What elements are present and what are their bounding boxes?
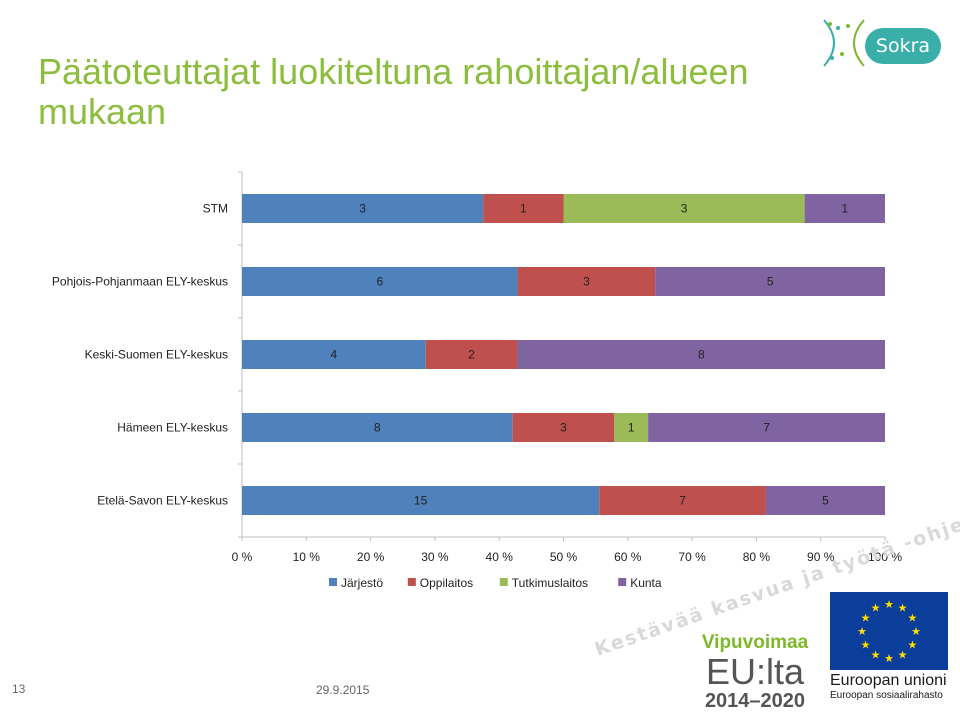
- eu-star-icon: ★: [898, 649, 908, 661]
- data-label: 3: [359, 202, 366, 216]
- sokra-logo-mark-icon: [823, 19, 865, 67]
- x-tick-label: 20 %: [357, 550, 385, 564]
- legend-label: Kunta: [630, 576, 662, 590]
- x-tick-label: 80 %: [743, 550, 771, 564]
- eu-star-icon: ★: [861, 613, 871, 625]
- eu-star-icon: ★: [871, 603, 881, 615]
- data-label: 1: [841, 202, 848, 216]
- legend-label: Tutkimuslaitos: [512, 576, 588, 590]
- legend-swatch: [407, 578, 416, 586]
- eu-star-icon: ★: [857, 626, 867, 638]
- bar-segment: [614, 413, 649, 442]
- data-label: 4: [331, 348, 338, 362]
- eu-name: Euroopan unioni: [830, 672, 947, 689]
- x-tick-label: 70 %: [678, 550, 706, 564]
- x-tick-label: 40 %: [486, 550, 514, 564]
- data-label: 3: [560, 421, 567, 435]
- eu-star-icon: ★: [871, 649, 881, 661]
- x-tick-label: 90 %: [807, 550, 835, 564]
- bar-segment: [599, 486, 766, 515]
- bar-segment: [483, 194, 564, 223]
- vipuvoimaa-name: Vipuvoimaa: [701, 632, 809, 653]
- bar-segment: [563, 194, 805, 223]
- x-tick-label: 50 %: [550, 550, 578, 564]
- data-label: 8: [698, 348, 705, 362]
- vipuvoimaa-logo: Vipuvoimaa EU:lta 2014–2020: [700, 632, 810, 713]
- data-label: 3: [583, 275, 590, 289]
- sokra-logo: Sokra: [818, 14, 948, 72]
- bar-segment: [242, 486, 600, 515]
- bar-segment: [425, 340, 518, 369]
- data-label: 7: [679, 494, 686, 508]
- legend-label: Oppilaitos: [420, 576, 473, 590]
- data-label: 8: [374, 421, 381, 435]
- data-label: 5: [822, 494, 829, 508]
- x-tick-label: 0 %: [232, 550, 253, 564]
- eu-fund-name: Euroopan sosiaalirahasto: [830, 690, 943, 701]
- eu-star-icon: ★: [907, 640, 917, 652]
- vipuvoimaa-years: 2014–2020: [704, 690, 806, 712]
- eu-star-icon: ★: [884, 653, 894, 665]
- sokra-logo-text: Sokra: [865, 28, 941, 64]
- x-tick-label: 100 %: [868, 550, 902, 564]
- bar-segment: [242, 340, 426, 369]
- bar-segment: [517, 267, 656, 296]
- bar-segment: [242, 267, 518, 296]
- eu-logo-text: Euroopan unioni Euroopan sosiaalirahasto: [830, 672, 958, 701]
- category-label: STM: [203, 202, 228, 216]
- legend-swatch: [618, 578, 627, 586]
- bar-segment: [804, 194, 885, 223]
- x-tick-label: 10 %: [293, 550, 321, 564]
- x-tick-label: 60 %: [614, 550, 642, 564]
- bar-segment: [655, 267, 885, 296]
- data-label: 7: [763, 421, 770, 435]
- eu-star-icon: ★: [907, 613, 917, 625]
- data-label: 2: [468, 348, 475, 362]
- title-line-1: Päätoteuttajat luokiteltuna rahoittajan/…: [38, 51, 749, 92]
- bar-segment: [512, 413, 615, 442]
- eu-star-icon: ★: [898, 603, 908, 615]
- category-label: Hämeen ELY-keskus: [117, 421, 228, 435]
- data-label: 3: [681, 202, 688, 216]
- bar-segment: [765, 486, 885, 515]
- bar-segment: [242, 194, 484, 223]
- eu-star-icon: ★: [861, 640, 871, 652]
- page-number: 13: [12, 682, 26, 696]
- category-label: Pohjois-Pohjanmaan ELY-keskus: [52, 275, 228, 289]
- slide-title: Päätoteuttajat luokiteltuna rahoittajan/…: [38, 52, 828, 132]
- data-label: 5: [767, 275, 774, 289]
- legend-swatch: [329, 578, 337, 586]
- title-line-2: mukaan: [38, 91, 167, 132]
- data-label: 1: [628, 421, 635, 435]
- category-label: Keski-Suomen ELY-keskus: [85, 348, 228, 362]
- eu-flag-icon: ★ ★ ★ ★ ★ ★ ★ ★ ★ ★ ★ ★: [830, 592, 948, 670]
- slide-date: 29.9.2015: [316, 683, 370, 697]
- bar-segment: [517, 340, 885, 369]
- vipuvoimaa-eu: EU:lta: [705, 651, 805, 692]
- eu-star-icon: ★: [884, 599, 894, 611]
- x-tick-label: 30 %: [421, 550, 449, 564]
- eu-star-icon: ★: [911, 626, 921, 638]
- bar-segment: [648, 413, 885, 442]
- data-label: 15: [414, 494, 428, 508]
- data-label: 6: [376, 275, 383, 289]
- legend-swatch: [499, 578, 508, 586]
- data-label: 1: [520, 202, 527, 216]
- legend-label: Järjestö: [341, 576, 383, 590]
- bar-segment: [242, 413, 513, 442]
- category-label: Etelä-Savon ELY-keskus: [97, 494, 228, 508]
